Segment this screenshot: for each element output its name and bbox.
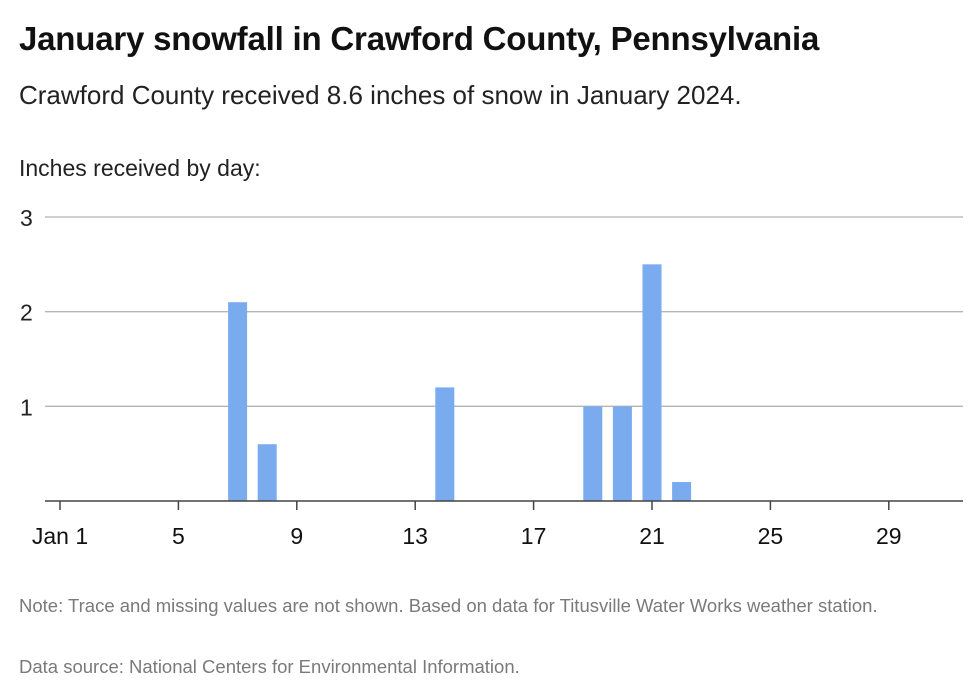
chart-subtitle: Crawford County received 8.6 inches of s… [19,80,742,110]
x-axis: Jan 1 5 9 13 17 21 25 29 [32,500,963,549]
bar-jan-7 [228,302,248,501]
x-tick-label: 17 [521,523,547,549]
bars [228,264,692,501]
x-tick-label: 29 [876,523,902,549]
y-tick-label: 1 [20,394,33,420]
x-tick-label: Jan 1 [32,523,88,549]
chart-note: Note: Trace and missing values are not s… [19,595,878,616]
y-tick-label: 2 [20,300,33,326]
data-source: Data source: National Centers for Enviro… [19,656,520,677]
bar-jan-20 [612,406,632,501]
x-tick-label: 13 [402,523,428,549]
x-tick-label: 5 [172,523,185,549]
chart-title: January snowfall in Crawford County, Pen… [19,20,820,57]
bar-jan-14 [435,387,455,501]
bar-chart: 1 2 3 Jan 1 5 9 13 17 21 25 29 [20,205,963,549]
bar-jan-22 [672,482,692,501]
y-axis-label: Inches received by day: [19,155,261,181]
gridlines: 1 2 3 [20,205,963,420]
bar-jan-21 [642,264,662,501]
bar-jan-8 [257,444,277,501]
x-tick-label: 9 [290,523,303,549]
x-tick-label: 25 [758,523,784,549]
y-tick-label: 3 [20,205,33,231]
x-tick-label: 21 [639,523,665,549]
bar-jan-19 [583,406,603,501]
